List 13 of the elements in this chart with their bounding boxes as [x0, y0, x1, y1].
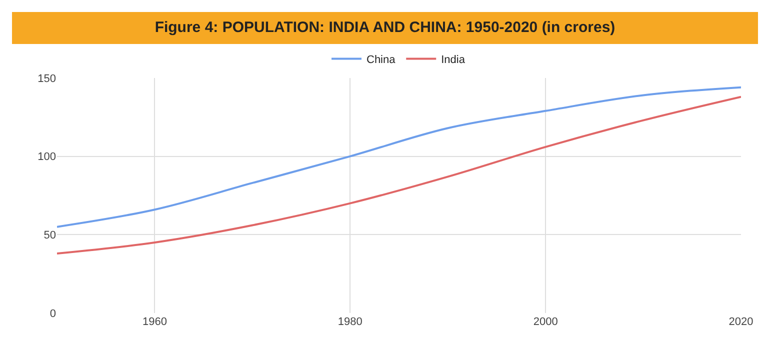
chart-title: Figure 4: POPULATION: INDIA AND CHINA: 1950-2020 (in crores) [12, 12, 758, 44]
y-tick-label: 150 [38, 72, 56, 85]
x-tick-label: 2000 [533, 316, 558, 328]
line-series [57, 96, 741, 254]
x-tick-label: 1960 [142, 316, 167, 328]
y-tick-label: 0 [50, 308, 56, 320]
x-tick-label: 2020 [728, 316, 754, 328]
y-tick-label: 50 [44, 230, 56, 242]
x-tick-label: 1980 [338, 316, 362, 328]
legend-label: India [441, 54, 466, 66]
line-series [57, 86, 741, 228]
legend-label: China [366, 54, 396, 66]
y-tick-label: 100 [38, 151, 56, 164]
